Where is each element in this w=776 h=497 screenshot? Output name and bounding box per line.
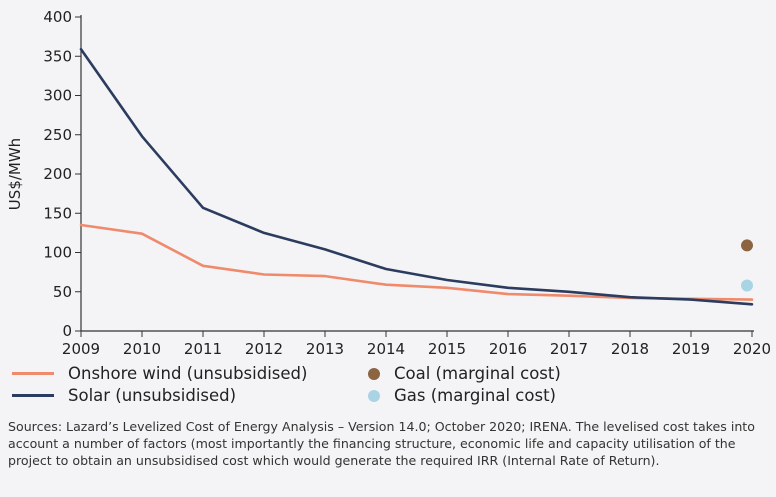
x-tick-label: 2011 <box>184 340 222 358</box>
y-tick-label: 300 <box>43 87 72 105</box>
y-tick-label: 100 <box>43 244 72 262</box>
legend-swatch-coal <box>368 367 380 380</box>
y-tick-label: 0 <box>62 322 72 340</box>
x-tick-label: 2014 <box>367 340 405 358</box>
legend: Onshore wind (unsubsidised) Solar (unsub… <box>0 364 776 408</box>
x-tick-label: 2017 <box>550 340 588 358</box>
chart-area: 0 50 100 150 200 250 300 350 400 2009 2010 2011 2012… <box>6 8 771 358</box>
legend-label-coal: Coal (marginal cost) <box>394 364 561 383</box>
y-tick-label: 350 <box>43 47 72 65</box>
legend-label-onshore-wind: Onshore wind (unsubsidised) <box>68 364 308 383</box>
x-tick-label: 2013 <box>306 340 344 358</box>
x-tick-label: 2019 <box>672 340 710 358</box>
point-coal <box>741 239 753 252</box>
legend-label-solar: Solar (unsubsidised) <box>68 386 237 405</box>
legend-swatch-solar <box>12 394 54 397</box>
y-axis-label: US$/MWh <box>6 138 24 210</box>
x-tick-label: 2018 <box>611 340 649 358</box>
x-tick-label: 2010 <box>123 340 161 358</box>
legend-item-coal: Coal (marginal cost) <box>368 364 561 383</box>
y-tick-label: 150 <box>43 204 72 222</box>
x-tick-label: 2012 <box>245 340 283 358</box>
sources-note: Sources: Lazard’s Levelized Cost of Ener… <box>8 419 755 468</box>
legend-swatch-gas <box>368 389 380 402</box>
legend-swatch-onshore-wind <box>12 372 54 375</box>
x-tick-label: 2009 <box>62 340 100 358</box>
legend-item-solar: Solar (unsubsidised) <box>12 386 236 405</box>
y-tick-label: 400 <box>43 8 72 26</box>
legend-item-onshore-wind: Onshore wind (unsubsidised) <box>12 364 307 383</box>
x-tick-label: 2016 <box>489 340 527 358</box>
series-line-solar <box>79 47 754 306</box>
legend-label-gas: Gas (marginal cost) <box>394 386 556 405</box>
y-tick-label: 200 <box>43 165 72 183</box>
legend-item-gas: Gas (marginal cost) <box>368 386 556 405</box>
y-tick-label: 250 <box>43 126 72 144</box>
x-tick-label: 2015 <box>428 340 466 358</box>
point-gas <box>741 279 753 292</box>
series-line-onshore-wind <box>79 223 754 301</box>
x-tick-label: 2020 <box>733 340 771 358</box>
y-tick-label: 50 <box>53 283 72 301</box>
